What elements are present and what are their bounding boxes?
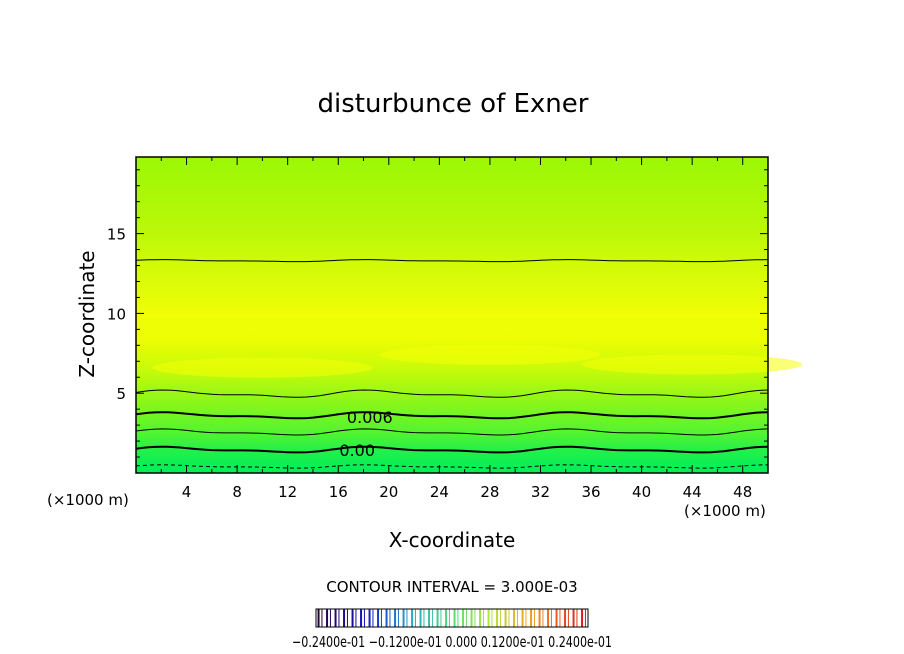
x-tick-label: 16	[329, 483, 348, 501]
colorbar-cell	[341, 609, 350, 627]
contour-line	[135, 259, 769, 263]
y-tick-label: 10	[107, 305, 126, 323]
colorbar-cell	[469, 609, 478, 627]
colorbar-cell	[562, 609, 571, 627]
chart-title: disturbunce of Exner	[318, 89, 589, 119]
y-axis-title: Z-coordinate	[75, 250, 99, 377]
colorbar-cell	[316, 609, 325, 627]
colorbar-cell	[486, 609, 495, 627]
colorbar-cell	[358, 609, 367, 627]
colorbar-cell	[477, 609, 486, 627]
colorbar-cell	[520, 609, 529, 627]
contour-label: 0.00	[339, 441, 375, 460]
colorbar-cell	[503, 609, 512, 627]
colorbar-cell	[435, 609, 444, 627]
colorbar-cell	[350, 609, 359, 627]
plot-area: 0.006 0.00	[135, 156, 803, 474]
colorbar-cell	[571, 609, 580, 627]
colorbar-cell	[443, 609, 452, 627]
colorbar-labels: −0.2400e-01 −0.1200e-01 0.000 0.1200e-01…	[292, 633, 612, 651]
colorbar-cell	[375, 609, 384, 627]
x-tick-label: 20	[379, 483, 398, 501]
colorbar-cell	[401, 609, 410, 627]
colorbar-cell	[418, 609, 427, 627]
contour-line	[135, 428, 769, 436]
contour-interval-label: CONTOUR INTERVAL = 3.000E-03	[326, 578, 577, 596]
x-tick-labels: 4 8 12 16 20 24 28 32 36 40 44 48	[182, 483, 752, 501]
y-tick-label: 15	[107, 226, 126, 244]
colorbar-cell	[511, 609, 520, 627]
x-unit-right: (×1000 m)	[684, 502, 766, 520]
contour-patch	[152, 357, 373, 378]
colorbar-cell	[426, 609, 435, 627]
colorbar	[315, 608, 589, 628]
contour-patch	[379, 344, 600, 365]
colorbar-cell	[528, 609, 537, 627]
x-tick-label: 12	[278, 483, 297, 501]
colorbar-cell	[384, 609, 393, 627]
x-tick-label: 28	[480, 483, 499, 501]
colorbar-cell	[333, 609, 342, 627]
colorbar-cell	[460, 609, 469, 627]
colorbar-cell	[452, 609, 461, 627]
x-tick-label: 24	[430, 483, 449, 501]
y-tick-label: 5	[116, 385, 126, 403]
x-tick-label: 48	[733, 483, 752, 501]
contour-patch	[582, 354, 803, 375]
contour-line	[135, 445, 769, 454]
contour-fill	[136, 157, 768, 473]
contour-line	[135, 389, 769, 398]
x-tick-label: 32	[531, 483, 550, 501]
colorbar-cell	[494, 609, 503, 627]
y-tick-labels: 5 10 15	[107, 226, 126, 404]
colorbar-cell	[367, 609, 376, 627]
x-tick-label: 4	[182, 483, 192, 501]
colorbar-cell	[554, 609, 563, 627]
x-tick-label: 8	[232, 483, 242, 501]
colorbar-cell	[545, 609, 554, 627]
x-tick-label: 40	[632, 483, 651, 501]
x-tick-label: 44	[683, 483, 702, 501]
contour-label: 0.006	[347, 408, 393, 427]
colorbar-cell	[324, 609, 333, 627]
colorbar-cell	[392, 609, 401, 627]
x-tick-label: 36	[581, 483, 600, 501]
colorbar-cell	[409, 609, 418, 627]
colorbar-cell	[537, 609, 546, 627]
contour-line	[135, 411, 769, 420]
plot-frame	[135, 156, 769, 474]
x-axis-title: X-coordinate	[389, 528, 516, 552]
colorbar-cell	[579, 609, 588, 627]
contour-line	[135, 464, 769, 469]
colorbar-frame	[315, 608, 589, 628]
x-unit-left: (×1000 m)	[47, 491, 129, 509]
